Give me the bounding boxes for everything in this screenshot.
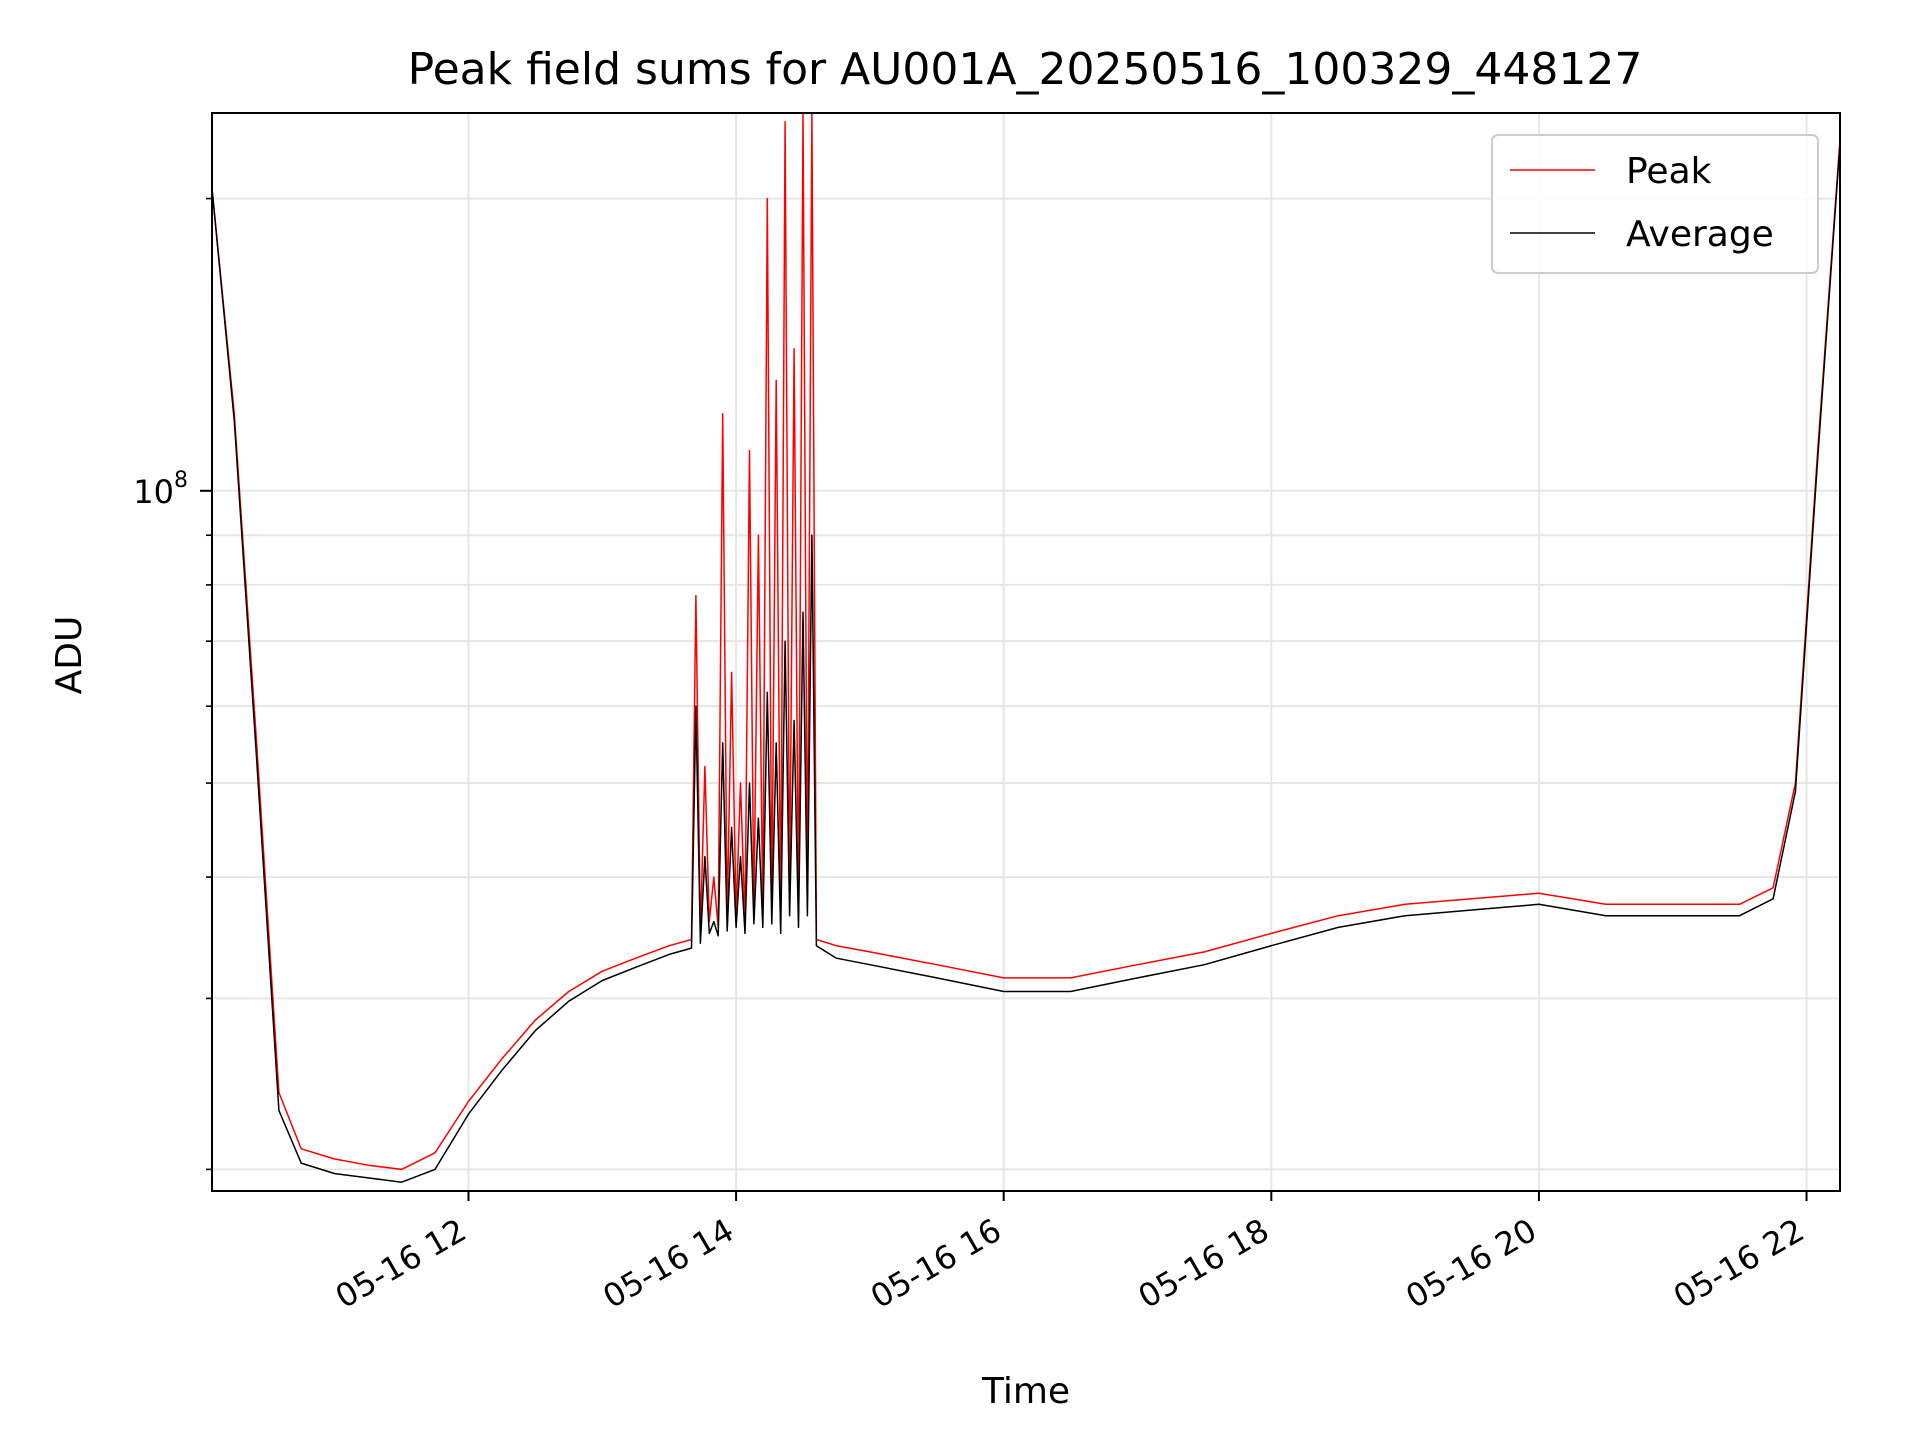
chart-title: Peak field sums for AU001A_20250516_1003… — [408, 44, 1643, 95]
legend: Peak Average — [1491, 134, 1819, 274]
plot-area — [212, 113, 1840, 1183]
y-tick-label: 108 — [133, 468, 188, 511]
x-axis-label: Time — [981, 1371, 1070, 1412]
series-line-peak — [212, 113, 1840, 1171]
series-lines — [212, 113, 1840, 1183]
y-axis: 108 — [133, 197, 212, 1171]
y-axis-label: ADU — [49, 616, 90, 695]
y-tick-label-exponent: 8 — [174, 468, 188, 493]
series-line-average — [212, 143, 1840, 1183]
plot-frame — [211, 112, 1841, 1192]
legend-label-peak: Peak — [1626, 151, 1712, 192]
grid — [212, 113, 1840, 1191]
y-tick-label-base: 10 — [133, 473, 174, 511]
legend-label-average: Average — [1626, 214, 1774, 255]
